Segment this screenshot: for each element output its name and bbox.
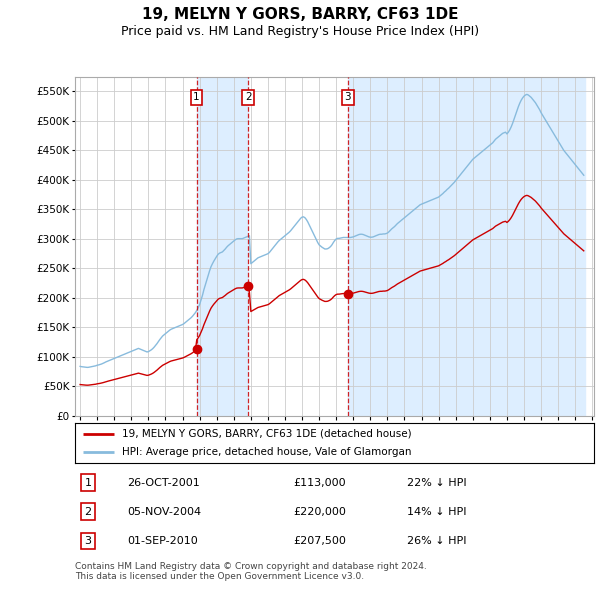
Text: 1: 1 <box>85 477 91 487</box>
Text: 14% ↓ HPI: 14% ↓ HPI <box>407 507 467 517</box>
Text: £113,000: £113,000 <box>293 477 346 487</box>
Text: 19, MELYN Y GORS, BARRY, CF63 1DE (detached house): 19, MELYN Y GORS, BARRY, CF63 1DE (detac… <box>122 429 412 439</box>
Text: £220,000: £220,000 <box>293 507 346 517</box>
Text: 3: 3 <box>344 93 351 102</box>
Text: 22% ↓ HPI: 22% ↓ HPI <box>407 477 467 487</box>
Text: 05-NOV-2004: 05-NOV-2004 <box>127 507 201 517</box>
Text: 19, MELYN Y GORS, BARRY, CF63 1DE: 19, MELYN Y GORS, BARRY, CF63 1DE <box>142 7 458 22</box>
Text: Contains HM Land Registry data © Crown copyright and database right 2024.
This d: Contains HM Land Registry data © Crown c… <box>75 562 427 581</box>
Text: HPI: Average price, detached house, Vale of Glamorgan: HPI: Average price, detached house, Vale… <box>122 447 411 457</box>
Bar <box>347 77 586 416</box>
Text: 3: 3 <box>85 536 91 546</box>
Text: 2: 2 <box>85 507 92 517</box>
Text: 1: 1 <box>193 93 200 102</box>
Text: 26% ↓ HPI: 26% ↓ HPI <box>407 536 467 546</box>
Text: Price paid vs. HM Land Registry's House Price Index (HPI): Price paid vs. HM Land Registry's House … <box>121 25 479 38</box>
Text: £207,500: £207,500 <box>293 536 346 546</box>
Text: 01-SEP-2010: 01-SEP-2010 <box>127 536 197 546</box>
Text: 26-OCT-2001: 26-OCT-2001 <box>127 477 200 487</box>
Bar <box>197 77 248 416</box>
Text: 2: 2 <box>245 93 251 102</box>
